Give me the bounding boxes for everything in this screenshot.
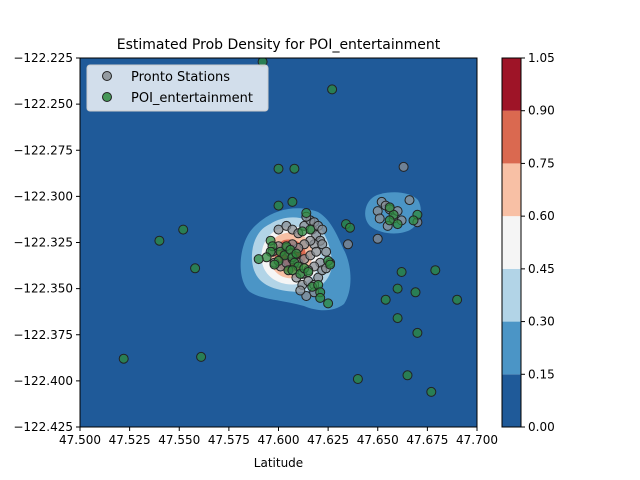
legend-label-poi: POI_entertainment bbox=[131, 91, 253, 106]
colorbar-segment bbox=[502, 216, 521, 269]
poi-entertainment-point bbox=[291, 248, 302, 259]
y-tick-label: −122.425 bbox=[13, 420, 73, 434]
poi-entertainment-point bbox=[384, 202, 395, 213]
poi-entertainment-point bbox=[402, 370, 413, 381]
colorbar-segment bbox=[502, 321, 521, 375]
colorbar: 0.00 0.15 0.30 0.45 0.60 0.75 0.90 1.05 bbox=[501, 51, 555, 434]
poi-entertainment-point bbox=[352, 374, 363, 384]
y-tick-label: −122.350 bbox=[13, 282, 73, 296]
pronto-station-point bbox=[372, 233, 383, 244]
pronto-station-point bbox=[404, 195, 415, 206]
y-tick-label: −122.225 bbox=[13, 51, 73, 65]
x-tick-label: 47.700 bbox=[456, 433, 498, 447]
colorbar-segment bbox=[502, 374, 521, 427]
poi-entertainment-point bbox=[410, 287, 421, 298]
poi-entertainment-point bbox=[452, 294, 463, 305]
poi-entertainment-point bbox=[273, 163, 284, 174]
poi-entertainment-point bbox=[315, 292, 326, 303]
x-tick-label: 47.500 bbox=[59, 433, 101, 447]
poi-entertainment-point bbox=[289, 163, 300, 174]
poi-entertainment-point bbox=[190, 263, 201, 274]
legend-box bbox=[86, 64, 269, 112]
poi-entertainment-point bbox=[297, 226, 308, 237]
colorbar-tick-label: 0.60 bbox=[528, 209, 555, 223]
poi-entertainment-point bbox=[412, 327, 423, 338]
colorbar-tick-label: 0.15 bbox=[528, 367, 555, 381]
y-tick-label: −122.400 bbox=[13, 374, 73, 388]
colorbar-tick-label: 0.45 bbox=[528, 262, 555, 276]
legend-label-pronto: Pronto Stations bbox=[131, 70, 230, 85]
poi-entertainment-point bbox=[380, 294, 391, 305]
poi-entertainment-point bbox=[392, 283, 403, 294]
poi-entertainment-point bbox=[327, 84, 338, 95]
poi-entertainment-point bbox=[154, 235, 165, 246]
poi-entertainment-point bbox=[178, 224, 189, 235]
poi-entertainment-point bbox=[273, 200, 284, 211]
poi-entertainment-point bbox=[408, 215, 419, 226]
pronto-station-point bbox=[343, 239, 353, 250]
pronto-station-point bbox=[311, 246, 322, 257]
pronto-station-point bbox=[273, 224, 284, 235]
poi-entertainment-points bbox=[118, 58, 463, 397]
poi-entertainment-point bbox=[253, 254, 264, 265]
colorbar-segment bbox=[502, 163, 521, 217]
poi-entertainment-point bbox=[301, 208, 312, 218]
poi-entertainment-point bbox=[392, 219, 403, 230]
y-tick-label: −122.325 bbox=[13, 236, 73, 250]
poi-entertainment-point bbox=[303, 267, 314, 277]
y-axis: −122.225 −122.250 −122.275 −122.300 −122.325… bbox=[13, 51, 80, 434]
poi-entertainment-point bbox=[323, 298, 334, 309]
legend-marker-poi bbox=[102, 92, 112, 102]
colorbar-frame bbox=[501, 57, 522, 428]
colorbar-segment bbox=[502, 58, 521, 111]
poi-entertainment-point bbox=[430, 265, 441, 276]
x-tick-label: 47.525 bbox=[109, 433, 151, 447]
pronto-station-point bbox=[321, 246, 332, 257]
y-tick-label: −122.250 bbox=[13, 97, 73, 111]
x-axis: 47.500 47.525 47.550 47.575 47.600 47.625 47.6… bbox=[59, 427, 498, 447]
poi-entertainment-point bbox=[325, 259, 336, 270]
pronto-station-point bbox=[295, 285, 306, 296]
colorbar-segment bbox=[502, 268, 521, 322]
x-tick-label: 47.650 bbox=[357, 433, 399, 447]
colorbar-tick-label: 0.90 bbox=[528, 104, 555, 118]
poi-entertainment-point bbox=[345, 222, 355, 233]
poi-entertainment-point bbox=[392, 313, 403, 324]
pronto-station-point bbox=[317, 224, 328, 235]
poi-entertainment-point bbox=[426, 386, 437, 397]
pronto-station-point bbox=[374, 213, 385, 224]
colorbar-tick-label: 1.05 bbox=[528, 51, 555, 65]
poi-entertainment-point bbox=[287, 196, 298, 207]
poi-entertainment-point bbox=[287, 265, 298, 276]
poi-entertainment-point bbox=[396, 267, 407, 277]
y-tick-label: −122.275 bbox=[13, 143, 73, 157]
poi-entertainment-point bbox=[196, 351, 207, 362]
x-tick-label: 47.550 bbox=[158, 433, 200, 447]
colorbar-tick-label: 0.30 bbox=[528, 315, 555, 329]
plot-area bbox=[80, 58, 477, 427]
poi-entertainment-point bbox=[305, 224, 316, 235]
poi-entertainment-point bbox=[269, 259, 280, 270]
x-tick-label: 47.575 bbox=[208, 433, 250, 447]
legend-marker-pronto bbox=[102, 71, 112, 81]
x-tick-label: 47.675 bbox=[406, 433, 448, 447]
x-tick-label: 47.625 bbox=[307, 433, 349, 447]
x-tick-label: 47.600 bbox=[258, 433, 300, 447]
x-axis-label: Latitude bbox=[254, 456, 303, 470]
chart-title: Estimated Prob Density for POI_entertain… bbox=[117, 37, 441, 53]
legend: Pronto Stations POI_entertainment bbox=[86, 64, 269, 112]
poi-entertainment-point bbox=[118, 353, 129, 364]
y-tick-label: −122.375 bbox=[13, 328, 73, 342]
colorbar-segment bbox=[502, 110, 521, 164]
colorbar-tick-label: 0.00 bbox=[528, 420, 555, 434]
colorbar-tick-label: 0.75 bbox=[528, 156, 555, 170]
y-tick-label: −122.300 bbox=[13, 189, 73, 203]
poi-entertainment-point bbox=[384, 215, 395, 226]
pronto-station-point bbox=[398, 161, 409, 172]
